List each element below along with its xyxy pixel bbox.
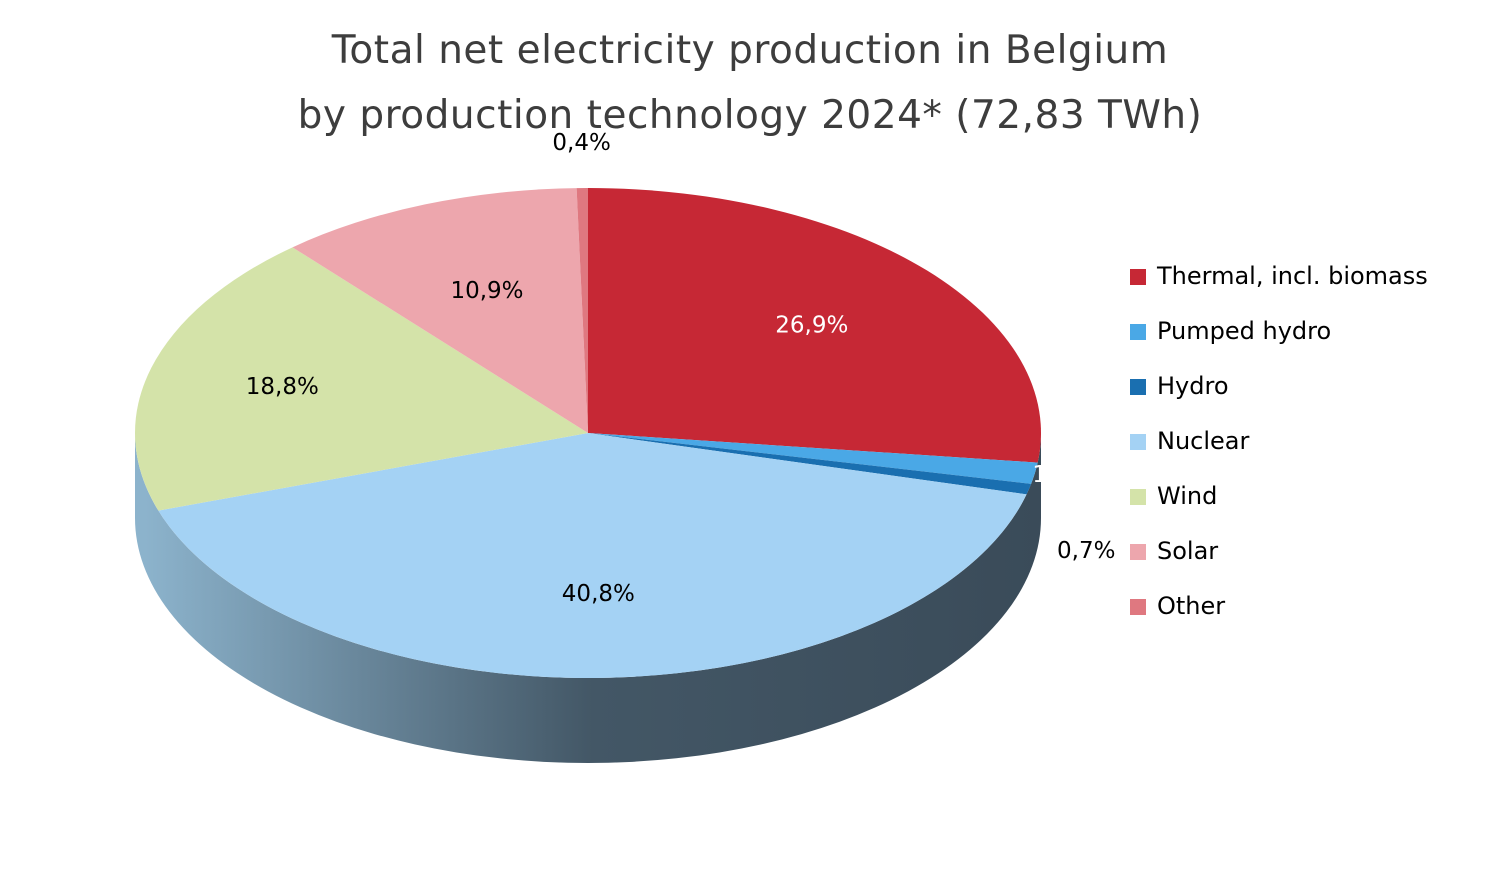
legend-item-thermal-incl-biomass: Thermal, incl. biomass bbox=[1130, 258, 1428, 313]
pie-side-surface bbox=[135, 433, 1041, 763]
legend-swatch bbox=[1130, 379, 1146, 395]
pie-data-labels: 26,9% 1,4% 0,7% 40,8% 18,8% 10,9% 0,4% bbox=[246, 130, 1116, 607]
legend-item-wind: Wind bbox=[1130, 478, 1428, 533]
data-label-hydro: 0,7% bbox=[1057, 538, 1115, 564]
legend-item-hydro: Hydro bbox=[1130, 368, 1428, 423]
pie-slice-hydro bbox=[588, 433, 1032, 495]
legend-swatch bbox=[1130, 269, 1146, 285]
chart-legend: Thermal, incl. biomass Pumped hydro Hydro N… bbox=[1130, 258, 1428, 643]
pie-slice-nuclear bbox=[158, 433, 1027, 678]
legend-swatch bbox=[1130, 434, 1146, 450]
legend-swatch bbox=[1130, 324, 1146, 340]
data-label-other: 0,4% bbox=[552, 130, 610, 156]
data-label-pumped-hydro: 1,4% bbox=[1032, 462, 1090, 488]
legend-label: Solar bbox=[1157, 537, 1219, 565]
pie-slice-other bbox=[576, 188, 588, 433]
data-label-nuclear: 40,8% bbox=[562, 581, 635, 607]
legend-label: Thermal, incl. biomass bbox=[1157, 262, 1428, 290]
legend-label: Nuclear bbox=[1157, 427, 1250, 455]
pie-slice-pumped-hydro bbox=[588, 433, 1038, 484]
chart-title-line1: Total net electricity production in Belg… bbox=[331, 28, 1169, 73]
pie-slices bbox=[135, 188, 1041, 678]
data-label-wind: 18,8% bbox=[246, 374, 319, 400]
pie-slice-solar bbox=[292, 188, 588, 433]
legend-swatch bbox=[1130, 489, 1146, 505]
data-label-thermal-incl-biomass: 26,9% bbox=[775, 312, 848, 338]
legend-item-pumped-hydro: Pumped hydro bbox=[1130, 313, 1428, 368]
pie-slice-wind bbox=[135, 247, 588, 511]
pie-slice-thermal-incl-biomass bbox=[588, 188, 1041, 463]
legend-item-solar: Solar bbox=[1130, 533, 1428, 588]
pie-3d-side bbox=[135, 433, 1041, 763]
chart-title-line2: by production technology 2024* (72,83 TW… bbox=[297, 93, 1203, 138]
legend-swatch bbox=[1130, 599, 1146, 615]
legend-label: Other bbox=[1157, 592, 1226, 620]
legend-label: Wind bbox=[1157, 482, 1218, 510]
legend-label: Hydro bbox=[1157, 372, 1229, 400]
legend-swatch bbox=[1130, 544, 1146, 560]
data-label-solar: 10,9% bbox=[450, 278, 523, 304]
legend-item-nuclear: Nuclear bbox=[1130, 423, 1428, 478]
legend-label: Pumped hydro bbox=[1157, 317, 1332, 345]
legend-item-other: Other bbox=[1130, 588, 1428, 643]
